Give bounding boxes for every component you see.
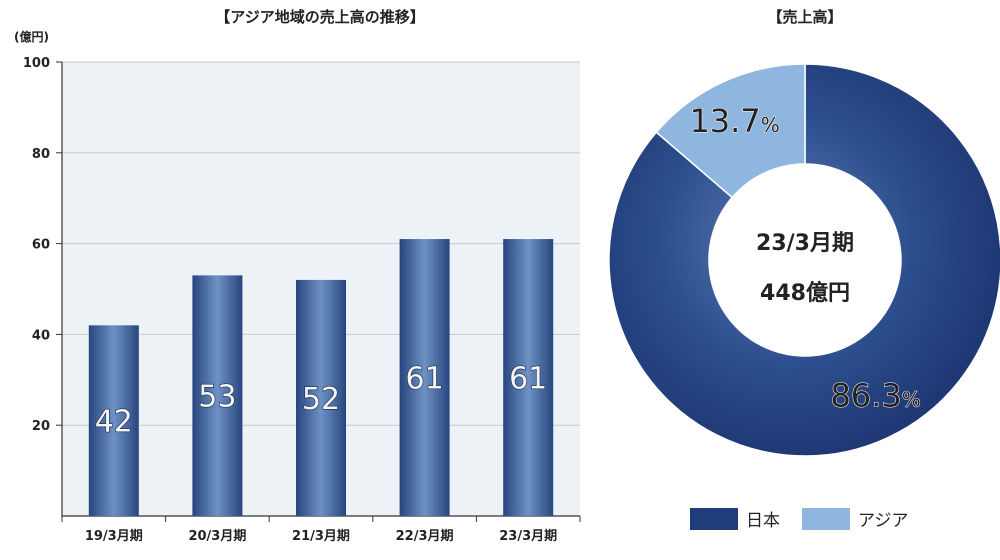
- legend-swatch-asia: [802, 507, 850, 530]
- x-tick-label: 22/3月期: [396, 529, 454, 544]
- bar: [296, 279, 346, 516]
- y-tick-label: 60: [32, 238, 50, 253]
- bar: [399, 239, 450, 516]
- bar-value-label: 61: [406, 362, 444, 397]
- pie-chart-title: 【売上高】: [767, 8, 843, 26]
- y-tick-label: 20: [32, 419, 50, 434]
- bar: [503, 239, 554, 516]
- y-tick-label: 100: [23, 56, 50, 71]
- legend-item-asia: アジア: [802, 506, 908, 531]
- donut-chart: 86.3%13.7%: [608, 63, 1000, 457]
- bar-value-label: 42: [95, 405, 133, 440]
- donut-center-total: 448億円: [760, 280, 850, 306]
- bar-value-label: 61: [509, 362, 547, 397]
- bar: [88, 325, 139, 516]
- legend-label-japan: 日本: [746, 511, 780, 531]
- bar-chart: 20 40 60 80 100 42 19/3月期 53 20/3月期 52 21/3月期 61 22/…: [23, 56, 581, 544]
- legend-item-japan: 日本: [690, 506, 780, 531]
- legend-label-asia: アジア: [858, 511, 909, 531]
- legend-swatch-japan: [690, 507, 738, 530]
- donut-center-period: 23/3月期: [756, 231, 854, 256]
- x-tick-label: 19/3月期: [85, 529, 143, 544]
- x-tick-label: 23/3月期: [499, 529, 557, 544]
- bar-value-label: 53: [198, 380, 236, 415]
- bar-value-label: 52: [302, 382, 340, 417]
- x-tick-label: 21/3月期: [292, 529, 350, 544]
- y-axis-unit-label: (億円): [14, 30, 49, 44]
- y-tick-label: 40: [32, 328, 50, 343]
- pie-legend: 日本 アジア: [690, 506, 930, 531]
- donut-slice-asia: [655, 63, 806, 199]
- bar: [192, 275, 243, 516]
- bar-chart-title: 【アジア地域の売上高の推移】: [215, 8, 425, 26]
- y-tick-label: 80: [32, 147, 50, 162]
- x-tick-label: 20/3月期: [188, 529, 246, 544]
- donut-slice-japan: [608, 63, 1000, 457]
